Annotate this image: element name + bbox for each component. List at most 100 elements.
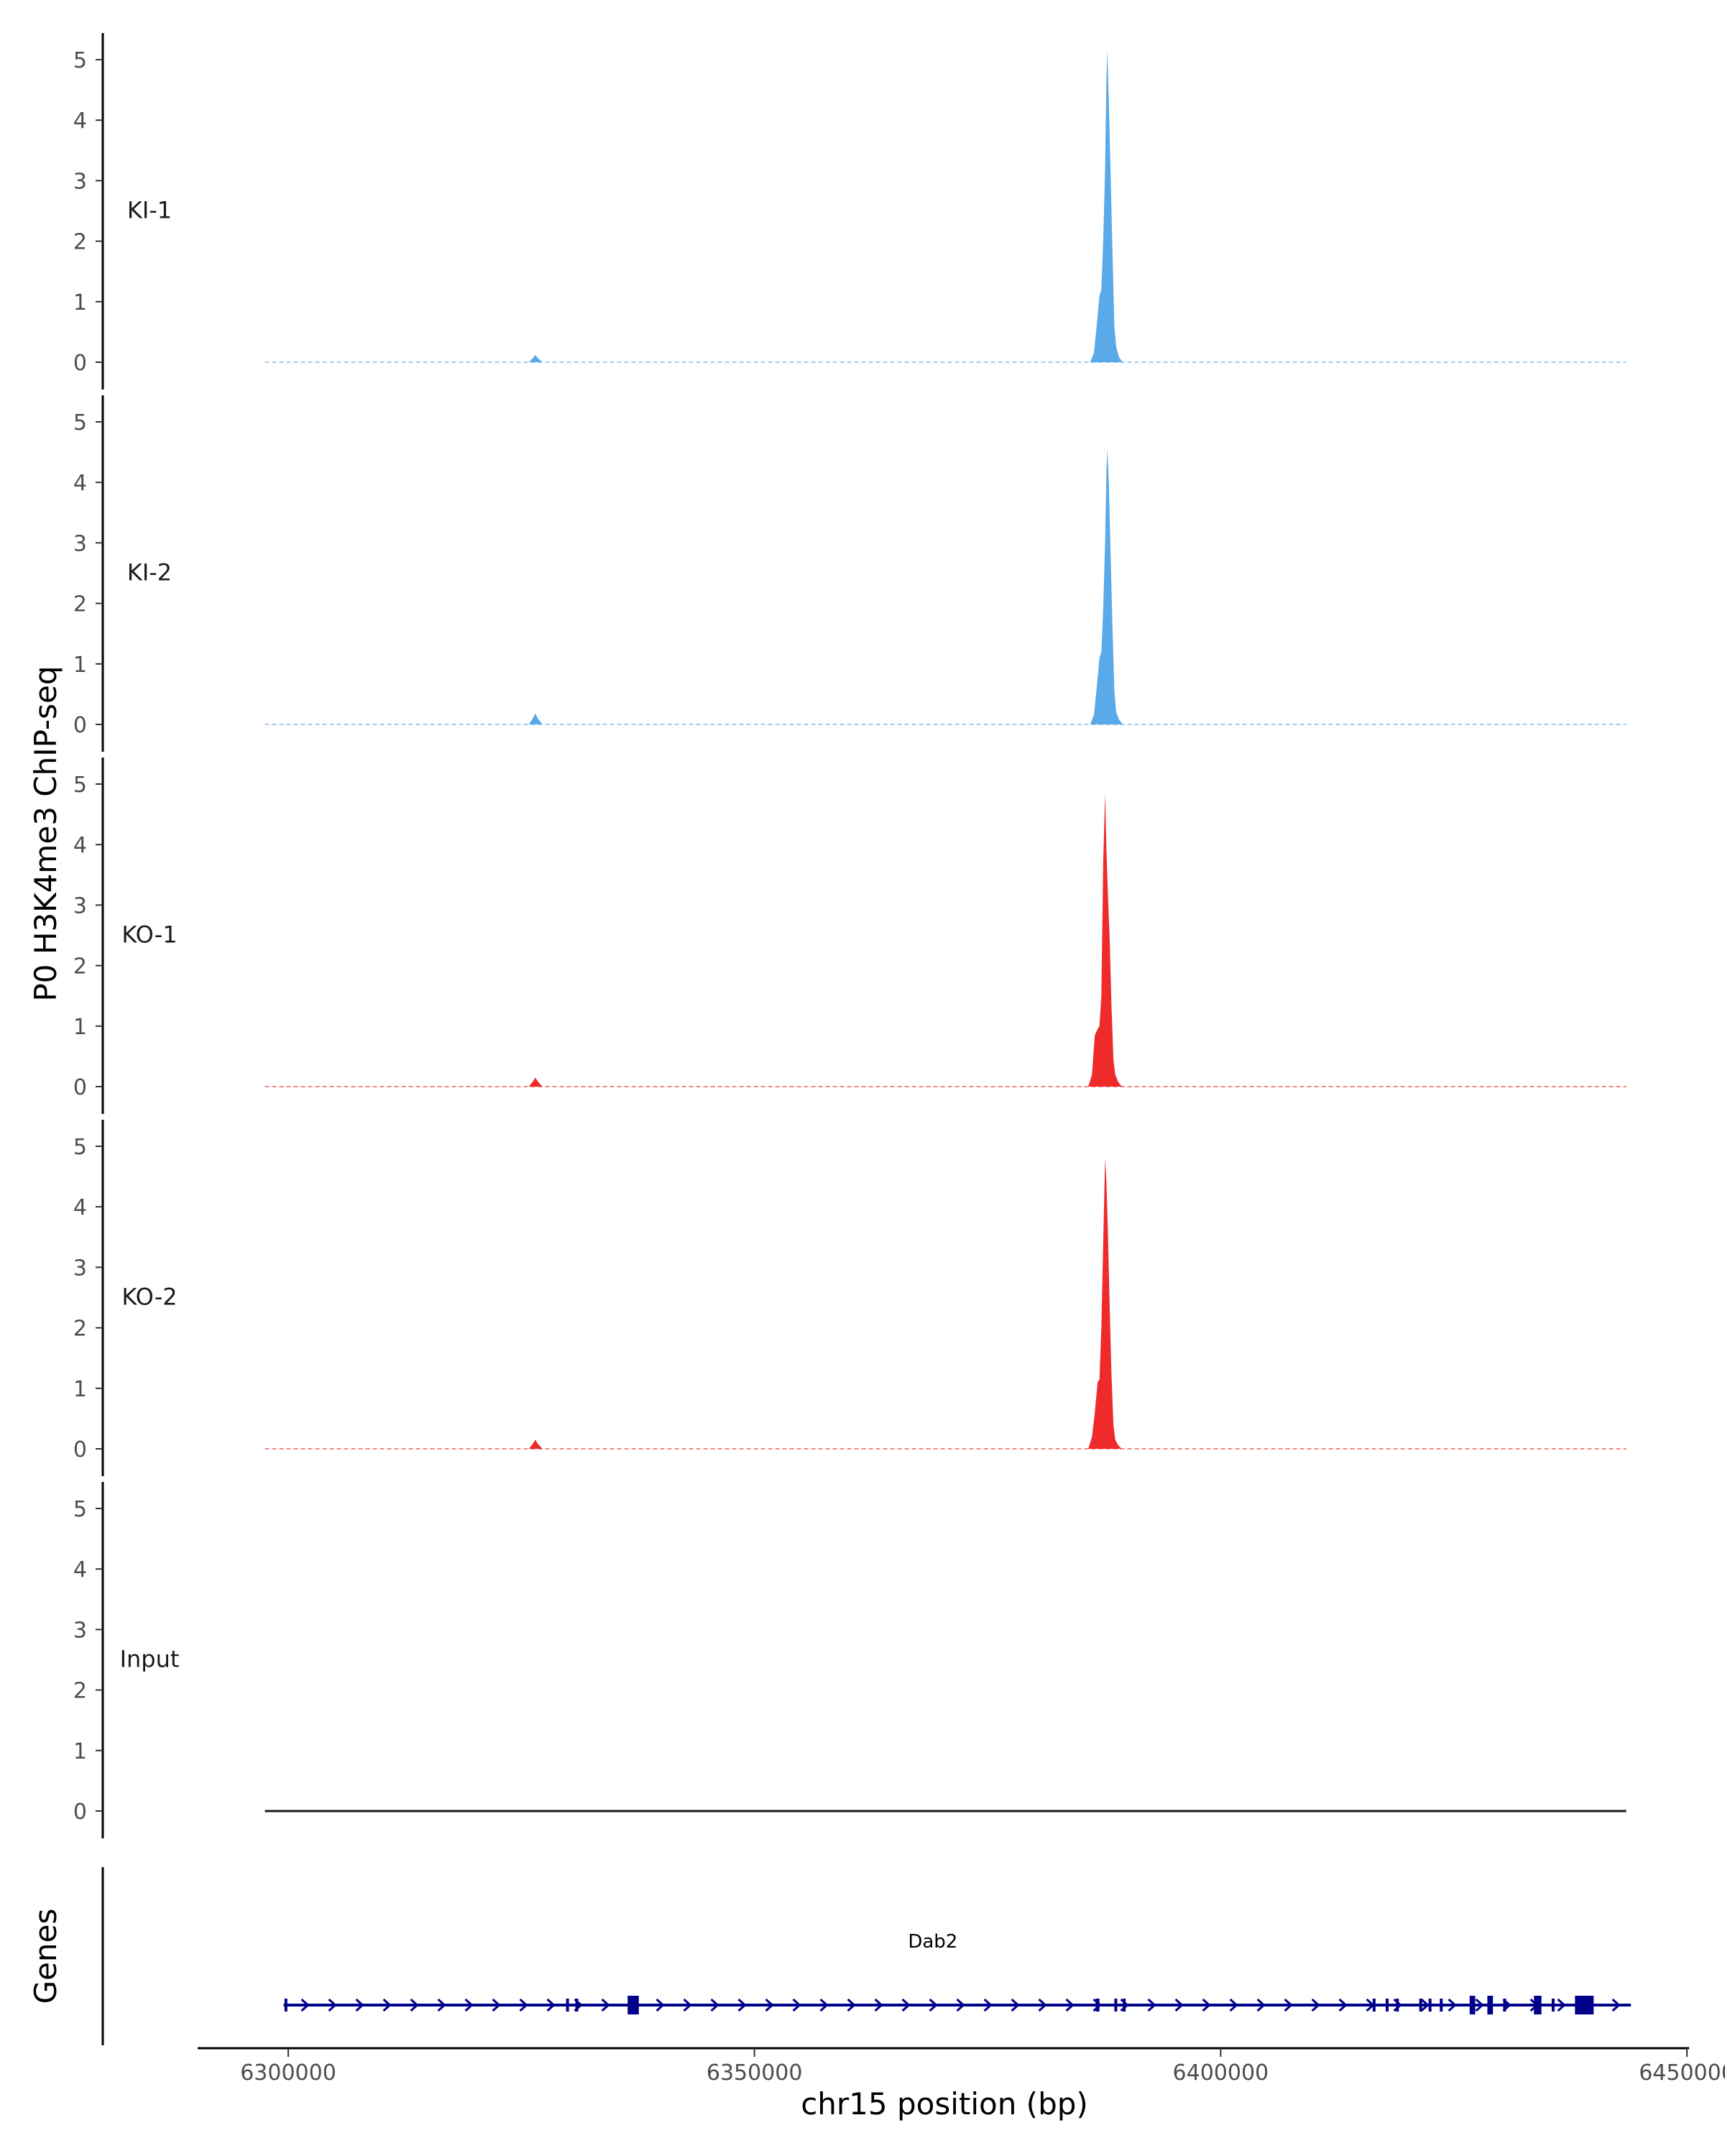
strand-arrow-icon xyxy=(546,1998,556,2012)
exon xyxy=(1469,1996,1476,2014)
y-tick-label: 4 xyxy=(73,109,87,134)
track-label: KI-2 xyxy=(127,559,172,586)
exon xyxy=(1385,1999,1389,2012)
y-tick-label: 5 xyxy=(73,1497,87,1522)
y-tick-label: 3 xyxy=(73,1618,87,1643)
exon xyxy=(1428,1999,1432,2012)
y-tick-label: 3 xyxy=(73,531,87,556)
y-tick-label: 0 xyxy=(73,713,87,738)
peak-area-ko-2 xyxy=(1088,1158,1122,1449)
y-tick-label: 2 xyxy=(73,1317,87,1342)
strand-arrow-icon xyxy=(1011,1998,1020,2012)
minor-peak xyxy=(528,1077,543,1087)
strand-arrow-icon xyxy=(683,1998,692,2012)
y-tick-label: 3 xyxy=(73,169,87,194)
strand-arrow-icon xyxy=(656,1998,665,2012)
x-axis-title: chr15 position (bp) xyxy=(801,2086,1088,2122)
strand-arrow-icon xyxy=(355,1998,364,2012)
exon xyxy=(1419,1999,1422,2012)
exon xyxy=(575,1999,579,2012)
y-tick-label: 2 xyxy=(73,1679,87,1704)
exon xyxy=(1440,1999,1443,2012)
strand-arrow-icon xyxy=(792,1998,801,2012)
strand-arrow-icon xyxy=(1338,1998,1348,2012)
exon xyxy=(1503,1999,1506,2012)
strand-arrow-icon xyxy=(956,1998,965,2012)
strand-arrow-icon xyxy=(1256,1998,1266,2012)
genes-track: Dab2 xyxy=(101,1867,1632,2045)
x-tick-label: 6400000 xyxy=(1173,2060,1269,2086)
strand-arrow-icon xyxy=(1147,1998,1156,2012)
exon xyxy=(566,1999,569,2012)
strand-arrow-icon xyxy=(1557,1998,1566,2012)
strand-arrow-icon xyxy=(765,1998,774,2012)
y-tick-label: 3 xyxy=(73,1256,87,1281)
y-tick-label: 4 xyxy=(73,1557,87,1583)
strand-arrow-icon xyxy=(847,1998,856,2012)
strand-arrow-icon xyxy=(1420,1998,1430,2012)
track-ki-1: 0 1 2 3 4 5 KI-1 xyxy=(73,33,1627,390)
y-tick-label: 0 xyxy=(73,1075,87,1100)
x-tick-label: 6450000 xyxy=(1639,2060,1725,2086)
strand-arrow-icon xyxy=(601,1998,610,2012)
y-tick-label: 0 xyxy=(73,1437,87,1462)
strand-arrow-icon xyxy=(1065,1998,1075,2012)
strand-arrow-icon xyxy=(410,1998,419,2012)
peak-area-ko-1 xyxy=(1088,793,1122,1087)
y-tick-label: 1 xyxy=(73,1015,87,1040)
strand-arrow-icon xyxy=(929,1998,938,2012)
strand-arrow-icon xyxy=(328,1998,337,2012)
strand-arrow-icon xyxy=(901,1998,911,2012)
y-tick-label: 0 xyxy=(73,351,87,376)
minor-peak xyxy=(528,1439,543,1449)
y-tick-label: 1 xyxy=(73,1377,87,1402)
peak-area-ki-1 xyxy=(1090,50,1123,363)
track-label: KO-1 xyxy=(121,921,177,949)
y-tick-label: 2 xyxy=(73,230,87,255)
strand-arrow-icon xyxy=(874,1998,883,2012)
y-tick-label: 3 xyxy=(73,893,87,918)
gene-label: Dab2 xyxy=(908,1931,957,1953)
y-tick-label: 1 xyxy=(73,290,87,315)
strand-arrow-icon xyxy=(1174,1998,1184,2012)
exon xyxy=(1114,1999,1118,2012)
y-tick-label: 2 xyxy=(73,954,87,980)
track-label: Input xyxy=(120,1646,180,1673)
strand-arrow-icon xyxy=(1448,1998,1457,2012)
strand-arrow-icon xyxy=(710,1998,719,2012)
exon xyxy=(1551,1999,1555,2012)
strand-arrow-icon xyxy=(1229,1998,1238,2012)
strand-arrow-icon xyxy=(300,1998,310,2012)
y-tick-label: 1 xyxy=(73,1739,87,1764)
y-tick-label: 5 xyxy=(73,48,87,73)
x-tick-label: 6300000 xyxy=(240,2060,336,2086)
track-input: 0 1 2 3 4 5 Input xyxy=(73,1482,1627,1838)
x-tick-label: 6350000 xyxy=(707,2060,803,2086)
track-label: KI-1 xyxy=(127,197,172,224)
x-axis: 6300000 6350000 6400000 6450000 xyxy=(198,2047,1725,2086)
peak-area-ki-2 xyxy=(1090,448,1123,724)
signal-tracks: 0 1 2 3 4 5 KI-1 0 1 2 3 4 5 KI-2 0 1 2 3 4 5 KO-1 0 1 2 3 4 5 KO-2… xyxy=(73,33,1627,1838)
y-tick-label: 2 xyxy=(73,592,87,617)
strand-arrow-icon xyxy=(1038,1998,1047,2012)
track-ko-2: 0 1 2 3 4 5 KO-2 xyxy=(73,1120,1627,1476)
genes-axis-title: Genes xyxy=(28,1909,63,2004)
y-tick-label: 4 xyxy=(73,1195,87,1220)
y-tick-label: 4 xyxy=(73,471,87,496)
strand-arrow-icon xyxy=(819,1998,829,2012)
strand-arrow-icon xyxy=(1475,1998,1484,2012)
strand-arrow-icon xyxy=(1611,1998,1621,2012)
track-ko-1: 0 1 2 3 4 5 KO-1 xyxy=(73,757,1627,1114)
strand-arrow-icon xyxy=(1311,1998,1320,2012)
strand-arrow-icon xyxy=(983,1998,993,2012)
y-tick-label: 5 xyxy=(73,410,87,436)
strand-arrow-icon xyxy=(1202,1998,1211,2012)
track-label: KO-2 xyxy=(121,1284,177,1311)
track-ki-2: 0 1 2 3 4 5 KI-2 xyxy=(73,395,1627,752)
exon xyxy=(1095,1999,1100,2012)
exon xyxy=(1575,1996,1594,2014)
y-tick-label: 1 xyxy=(73,653,87,678)
strand-arrow-icon xyxy=(519,1998,528,2012)
y-tick-label: 0 xyxy=(73,1800,87,1825)
